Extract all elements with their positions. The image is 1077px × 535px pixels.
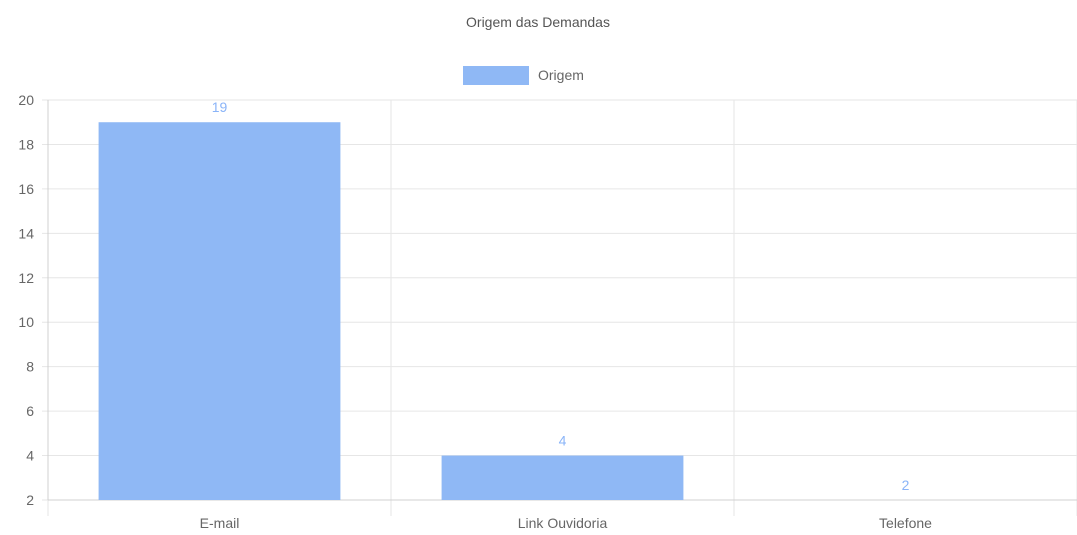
legend-swatch [463,66,529,85]
y-tick-label: 4 [26,448,34,464]
x-tick-label: Link Ouvidoria [518,515,608,531]
data-label: 19 [212,99,228,115]
y-tick-label: 18 [18,136,34,152]
x-tick-label: E-mail [200,515,240,531]
y-tick-label: 14 [18,225,34,241]
bars [98,122,684,500]
y-tick-label: 20 [18,92,34,108]
chart-title: Origem das Demandas [466,14,610,30]
y-tick-label: 6 [26,403,34,419]
y-tick-label: 2 [26,492,34,508]
x-tick-label: Telefone [879,515,932,531]
bar-link-ouvidoria[interactable] [441,455,684,500]
data-label: 4 [559,433,567,449]
y-tick-label: 10 [18,314,34,330]
legend-label: Origem [538,67,584,83]
y-tick-label: 12 [18,270,34,286]
legend[interactable]: Origem [463,66,584,85]
y-tick-label: 8 [26,359,34,375]
x-axis: E-mail Link Ouvidoria Telefone [200,515,933,531]
data-label: 2 [902,477,910,493]
y-tick-label: 16 [18,181,34,197]
y-axis: 2 4 6 8 10 12 14 16 18 20 [18,92,34,508]
bar-e-mail[interactable] [98,122,341,500]
